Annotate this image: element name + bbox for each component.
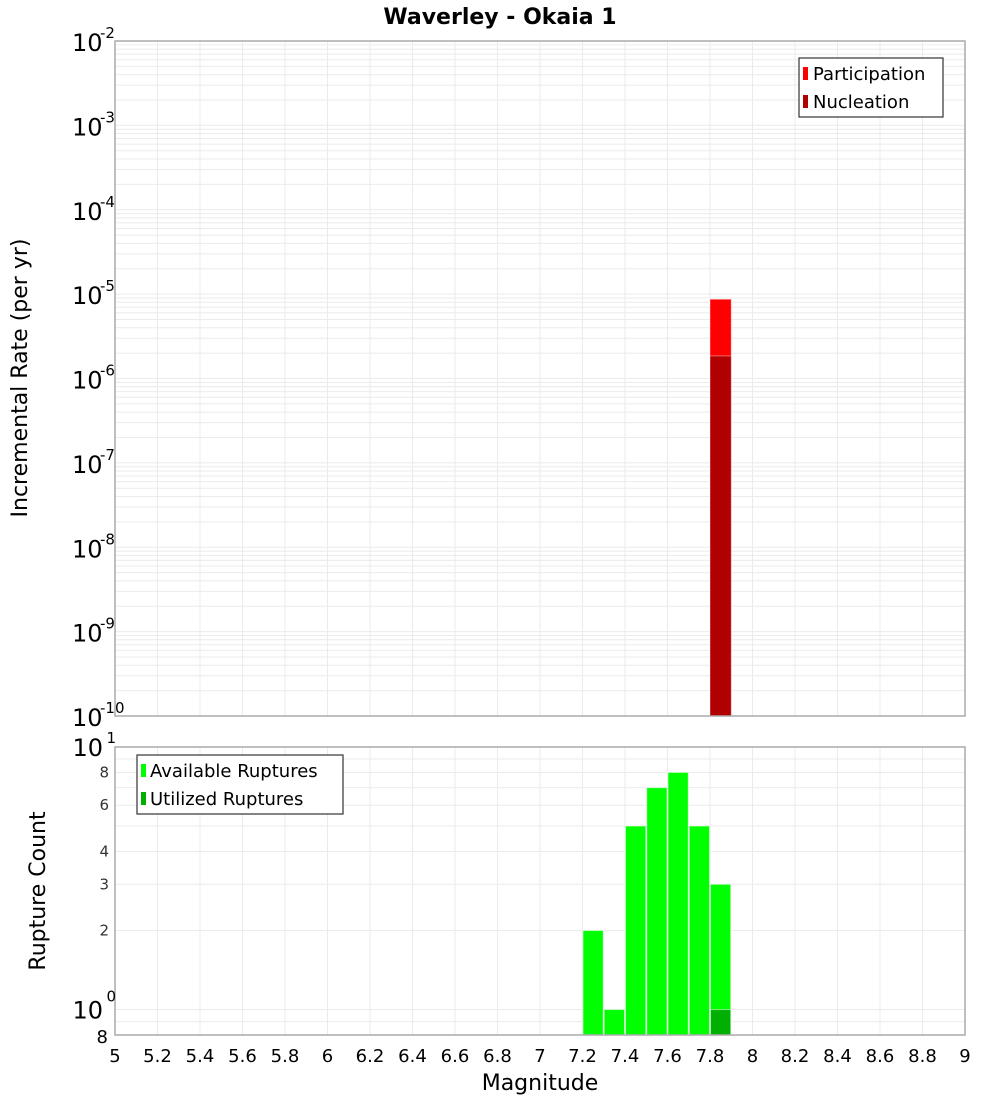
y-tick-exponent: 1 [106,729,116,747]
y-tick-label: 10 [72,198,103,226]
x-tick-label: 6 [322,1046,333,1067]
top-y-axis-label: Incremental Rate (per yr) [8,239,33,518]
top-plot-border [114,40,966,717]
x-tick-label: 6.6 [441,1046,470,1067]
top-bars [709,298,732,717]
bar-nucleation [709,355,732,717]
bar-available-ruptures [688,825,710,1036]
y-tick-label: 10 [72,282,103,310]
x-axis-label: Magnitude [482,1071,599,1096]
y-tick-exponent: -3 [100,108,115,126]
utilized-swatch [141,792,146,805]
x-tick-label: 6.2 [356,1046,385,1067]
x-tick-label: 7.2 [568,1046,597,1067]
chart-title: Waverley - Okaia 1 [383,5,616,30]
y-tick-label: 10 [72,704,103,732]
y-tick-label: 10 [72,29,103,57]
bar-available-ruptures [646,787,668,1036]
x-tick-label: 8.2 [781,1046,810,1067]
y-tick-exponent: -5 [100,277,115,295]
y-tick-exponent: -8 [100,530,115,548]
x-tick-label: 6.8 [483,1046,512,1067]
bottom-bars [582,771,732,1036]
bar-available-ruptures [625,825,647,1036]
x-tick-label: 5 [109,1046,120,1067]
top-y-ticks: 10-210-310-410-510-610-710-810-910-10 [72,24,125,732]
y-tick-label: 3 [99,875,109,893]
x-tick-label: 7.6 [653,1046,682,1067]
legend-nucleation: Nucleation [813,92,909,113]
bottom-plot-border [114,746,966,1036]
x-tick-label: 5.6 [228,1046,257,1067]
y-tick-exponent: -10 [100,699,125,717]
bar-available-ruptures [667,771,689,1036]
y-tick-exponent: -6 [100,362,115,380]
y-tick-label: 10 [72,367,103,395]
bottom-legend-box [136,754,344,815]
legend-utilized: Utilized Ruptures [150,789,303,810]
top-legend-box [798,57,944,118]
bottom-legend: Available Ruptures Utilized Ruptures [136,754,344,815]
x-tick-label: 6.4 [398,1046,427,1067]
bar-utilized-ruptures [710,1009,732,1036]
x-tick-label: 9 [959,1046,970,1067]
top-plot: 10-210-310-410-510-610-710-810-910-10 In… [8,24,966,732]
x-tick-label: 8.6 [866,1046,895,1067]
y-tick-label: 10 [72,620,103,648]
y-tick-label: 10 [72,113,103,141]
nucleation-swatch [803,95,808,108]
x-tick-label: 8.8 [908,1046,937,1067]
y-tick-exponent: -4 [100,193,115,211]
x-tick-label: 5.4 [186,1046,215,1067]
y-tick-label: 4 [99,842,109,860]
y-tick-label: 10 [72,451,103,479]
y-tick-label: 8 [99,763,109,781]
x-tick-label: 5.8 [271,1046,300,1067]
legend-available: Available Ruptures [150,761,318,782]
y-tick-exponent: -9 [100,615,115,633]
y-tick-label: 6 [99,796,109,814]
x-tick-label: 8 [747,1046,758,1067]
x-tick-label: 7.4 [611,1046,640,1067]
y-tick-label: 2 [99,922,109,940]
bar-available-ruptures [603,1009,625,1036]
y-tick-label: 10 [72,997,103,1025]
participation-swatch [803,67,808,80]
top-grid [115,41,966,716]
y-tick-exponent: 0 [106,988,116,1006]
top-legend: Participation Nucleation [798,57,944,118]
x-tick-label: 5.2 [143,1046,172,1067]
y-tick-label: 10 [72,734,103,762]
y-tick-exponent: -7 [100,446,115,464]
bottom-y-axis-label: Rupture Count [26,811,51,971]
x-tick-label: 7.8 [696,1046,725,1067]
x-tick-label: 7 [534,1046,545,1067]
bar-available-ruptures [582,930,604,1036]
y-tick-label: 10 [72,535,103,563]
y-tick-exponent: -2 [100,24,115,42]
available-swatch [141,764,146,777]
x-ticks: 5 5.2 5.4 5.6 5.8 6 6.2 6.4 6.6 6.8 7 7.2 7.4 7.6 7.8 8… [109,1046,970,1067]
y-tick-label: 8 [97,1027,108,1048]
x-tick-label: 8.4 [823,1046,852,1067]
legend-participation: Participation [813,64,925,85]
